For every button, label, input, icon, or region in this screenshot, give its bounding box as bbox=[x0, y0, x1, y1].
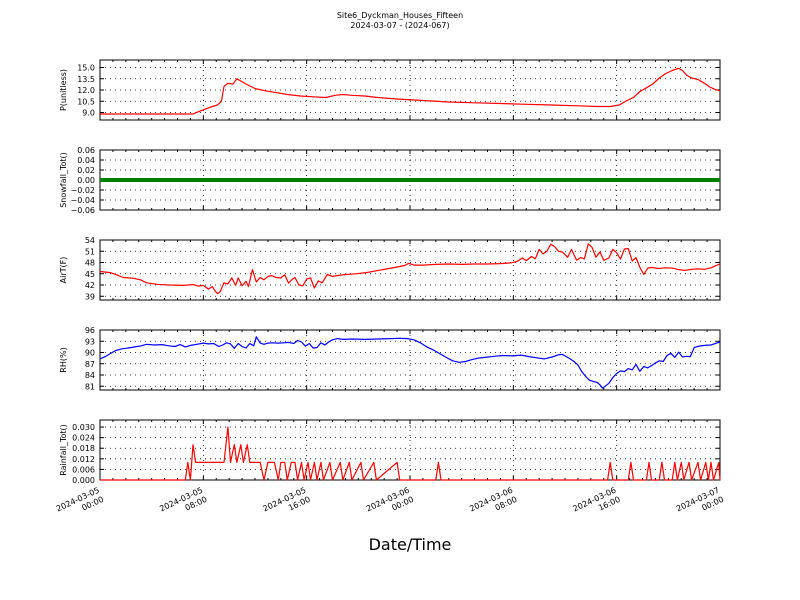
pressure-ytick-label: 15.0 bbox=[77, 64, 95, 73]
pressure-ytick-label: 12.0 bbox=[77, 86, 95, 95]
chart-title: Site6_Dyckman_Houses_Fifteen bbox=[337, 11, 463, 20]
air_temp-ytick-label: 51 bbox=[85, 247, 95, 256]
rainfall-ytick-label: 0.006 bbox=[72, 465, 95, 474]
rainfall-ytick-label: 0.012 bbox=[72, 455, 95, 464]
panels: 9.0 10.5 12.0 13.5 15.0 P(unitless) −0.06−0.04… bbox=[59, 59, 721, 485]
snowfall-ytick-label: −0.02 bbox=[70, 186, 95, 195]
pressure-ytick-label: 10.5 bbox=[77, 97, 95, 106]
rainfall-ytick-label: 0.018 bbox=[72, 444, 95, 453]
snowfall-ytick-label: −0.06 bbox=[70, 206, 95, 215]
x-tick-label: 2024-03-0500:00 bbox=[55, 486, 105, 523]
rh-ytick-label: 90 bbox=[85, 349, 95, 358]
x-tick-label: 2024-03-0600:00 bbox=[365, 486, 415, 523]
rainfall-ytick-label: 0.024 bbox=[72, 434, 95, 443]
air_temp-ytick-label: 54 bbox=[85, 236, 95, 245]
air_temp-ytick-label: 42 bbox=[85, 281, 95, 290]
chart-subtitle: 2024-03-07 - (2024-067) bbox=[350, 21, 449, 30]
snowfall-ytick-label: 0.04 bbox=[77, 156, 95, 165]
rh-ytick-label: 87 bbox=[85, 360, 95, 369]
air_temp-ylabel: AirT(F) bbox=[59, 257, 68, 284]
air_temp-series-line bbox=[99, 243, 721, 295]
x-tick-label: 2024-03-0516:00 bbox=[262, 486, 312, 523]
rh-panel: 81 84 87 90 93 96 RH(%) bbox=[59, 326, 721, 391]
rainfall-ytick-label: 0.000 bbox=[72, 476, 95, 485]
snowfall-ytick-label: 0.02 bbox=[77, 166, 95, 175]
rh-series-line bbox=[99, 336, 721, 389]
pressure-ytick-label: 13.5 bbox=[77, 75, 95, 84]
pressure-ytick-label: 9.0 bbox=[82, 109, 95, 118]
x-tick-label: 2024-03-0616:00 bbox=[572, 486, 622, 523]
pressure-panel: 9.0 10.5 12.0 13.5 15.0 P(unitless) bbox=[59, 59, 721, 121]
snowfall-ytick-label: −0.04 bbox=[70, 196, 95, 205]
snowfall-panel: −0.06−0.04−0.020.000.020.040.06 Snowfall_… bbox=[59, 146, 721, 215]
rh-ytick-label: 84 bbox=[85, 371, 95, 380]
pressure-ylabel: P(unitless) bbox=[59, 69, 68, 111]
pressure-series-line bbox=[100, 67, 721, 115]
air_temp-ytick-label: 39 bbox=[85, 292, 95, 301]
x-tick-label: 2024-03-0700:00 bbox=[675, 486, 725, 523]
rh-ylabel: RH(%) bbox=[59, 347, 68, 372]
rainfall-ylabel: Rainfall_Tot() bbox=[59, 424, 68, 476]
x-axis-label: Date/Time bbox=[369, 535, 452, 554]
snowfall-ylabel: Snowfall_Tot() bbox=[59, 152, 68, 208]
rainfall-series-line bbox=[100, 426, 721, 481]
rh-ytick-label: 81 bbox=[85, 382, 95, 391]
x-tick-label: 2024-03-0508:00 bbox=[158, 486, 208, 523]
x-tick-labels: 2024-03-0500:00 2024-03-0508:00 2024-03-05… bbox=[55, 486, 725, 523]
snowfall-ytick-label: 0.06 bbox=[77, 146, 95, 155]
rainfall-ytick-label: 0.030 bbox=[72, 423, 95, 432]
air_temp-ytick-label: 45 bbox=[85, 270, 95, 279]
air_temp-panel: 39 42 45 48 51 54 AirT(F) bbox=[59, 236, 721, 301]
snowfall-ytick-label: 0.00 bbox=[77, 176, 95, 185]
x-tick-label: 2024-03-0608:00 bbox=[468, 486, 518, 523]
rh-ytick-label: 93 bbox=[85, 337, 95, 346]
rh-ytick-label: 96 bbox=[85, 326, 95, 335]
air_temp-ytick-label: 48 bbox=[85, 259, 95, 268]
